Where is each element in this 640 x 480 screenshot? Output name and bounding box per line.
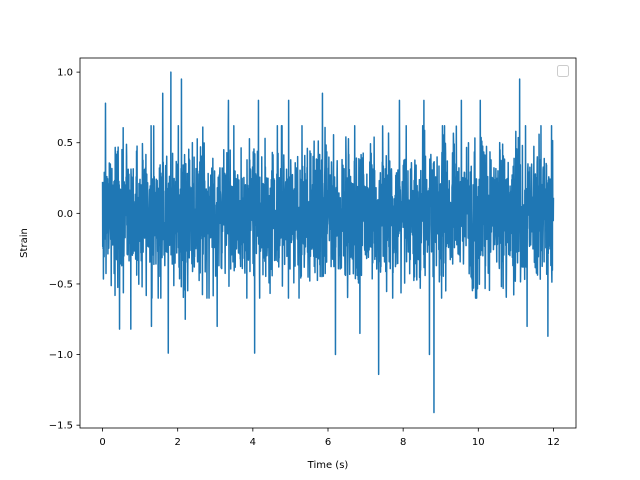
legend-box[interactable]	[557, 65, 569, 77]
x-tick-label: 0	[99, 437, 105, 448]
x-axis: 0 2 4 6 8 10 12	[99, 428, 560, 448]
x-tick-label: 12	[547, 437, 560, 448]
x-tick-label: 2	[175, 437, 181, 448]
x-tick-label: 10	[472, 437, 485, 448]
series-layer	[101, 71, 555, 414]
x-tick-label: 6	[325, 437, 331, 448]
y-tick-label: 1.0	[57, 68, 73, 79]
y-tick-label: −1.5	[49, 421, 73, 432]
x-tick-label: 8	[400, 437, 406, 448]
y-axis: −1.5 −1.0 −0.5 0.0 0.5 1.0	[49, 68, 80, 432]
x-tick-label: 4	[250, 437, 256, 448]
y-axis-label: Strain	[19, 228, 30, 258]
y-tick-label: −1.0	[49, 350, 73, 361]
y-tick-label: −0.5	[49, 279, 73, 290]
strain-series-line	[101, 71, 555, 414]
y-tick-label: 0.5	[57, 138, 73, 149]
y-tick-label: 0.0	[57, 209, 73, 220]
x-axis-label: Time (s)	[307, 460, 349, 471]
